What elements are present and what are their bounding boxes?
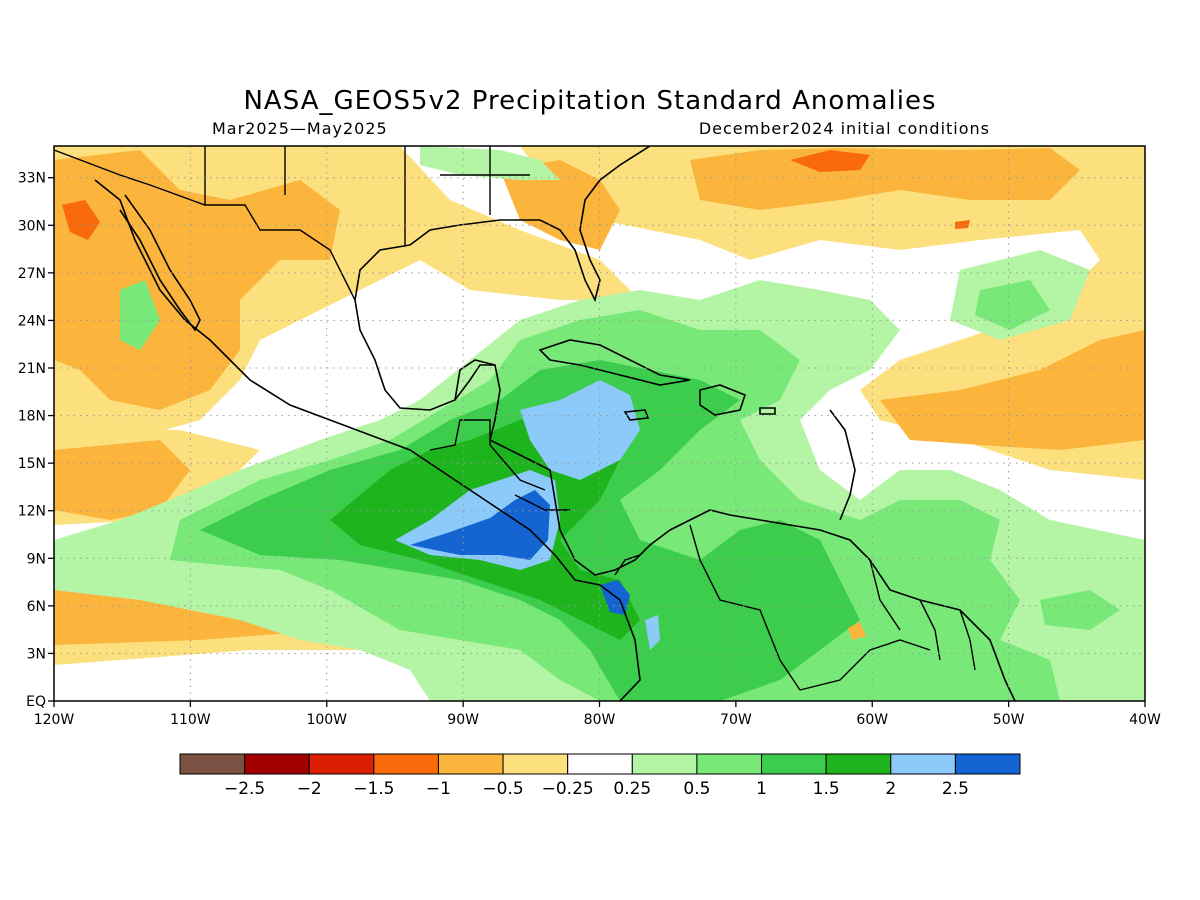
y-axis: EQ 3N 6N 9N 12N 15N 18N 21N 24N 27N 30N 33N [18,171,54,710]
coast-gulf-mexico-west [354,244,495,411]
colorbar-label: 1.5 [813,779,840,799]
colorbar-swatch [631,753,698,775]
coastlines [94,146,1016,701]
coast-lesser-antilles [829,409,856,521]
colorbar-label: −0.25 [542,779,594,799]
colorbar-swatch [502,753,569,775]
colorbar-label: 0.5 [683,779,710,799]
forecast-period: Mar2025—May2025 [212,119,388,138]
border-french-guiana [959,609,976,671]
colorbar-swatch [437,753,504,775]
anomaly-atlantic-dry-core-2 [880,330,1145,450]
y-tick-label: EQ [26,694,46,710]
y-tick-label: 30N [18,218,46,234]
border-venezuela-brazil [799,639,931,691]
anomaly-atlantic-wet-core [975,280,1050,330]
coast-colombia-venezuela [669,509,1016,701]
border-guatemala [429,419,491,451]
colorbar-swatch [179,753,246,775]
y-tick-label: 9N [27,551,46,567]
coast-yucatan [454,359,501,441]
anomaly-atlantic-strong [790,150,870,172]
borders [54,146,976,691]
border-nicaragua [514,494,570,511]
chart-title: NASA_GEOS5v2 Precipitation Standard Anom… [243,86,937,116]
coast-cuba [538,339,691,386]
colorbar-label: −1.5 [353,779,394,799]
y-tick-label: 3N [27,646,46,662]
grid [54,146,1145,701]
coast-south-america-north [599,584,641,701]
colorbar-label: −1 [426,779,451,799]
coast-hispaniola [699,384,746,416]
y-tick-label: 33N [18,171,46,187]
y-tick-label: 24N [18,313,46,329]
anomaly-se-usa-dry [500,160,620,250]
x-axis: 120W 110W 100W 90W 80W 70W 60W 50W 40W [34,701,1161,728]
y-tick-label: 6N [27,599,46,615]
border-guyana [869,559,901,631]
colorbar: −2.5 −2 −1.5 −1 −0.5 −0.25 0.25 0.5 1 1.5 2 2.5 [179,753,1021,799]
anomaly-baja-wet [120,280,160,350]
x-tick-label: 100W [306,712,347,728]
colorbar-swatch [890,753,956,775]
initial-conditions: December2024 initial conditions [698,119,990,138]
coast-gulf-north [409,146,651,303]
colorbar-swatch [373,753,439,775]
colorbar-label: 0.25 [613,779,651,799]
colorbar-swatch [244,753,310,775]
coast-jamaica [623,409,650,421]
coast-gulf-of-california [119,194,201,332]
x-tick-label: 70W [720,712,752,728]
border-suriname [919,599,941,661]
colorbar-swatch [696,753,763,775]
anomaly-atlantic-dry-core [690,148,1080,210]
border-panama-colombia [614,554,641,576]
colorbar-label: 2 [885,779,896,799]
anomaly-field [54,146,1145,701]
anomaly-guianas-dry [848,622,866,640]
y-tick-label: 12N [18,504,46,520]
colorbar-label: −2 [297,779,322,799]
anomaly-pacific-dry-core [54,440,190,520]
colorbar-label: −0.5 [482,779,523,799]
x-tick-label: 50W [993,712,1025,728]
colorbar-label: −2.5 [224,779,265,799]
coast-puerto-rico [759,407,776,415]
x-tick-label: 60W [856,712,888,728]
y-tick-label: 18N [18,409,46,425]
coast-mexico-pacific [94,179,601,586]
anomaly-pacific-extreme [410,490,550,560]
border-colombia-venezuela [689,524,801,691]
anomaly-sonora-strong [62,200,100,240]
colorbar-swatch [308,753,375,775]
x-tick-label: 40W [1129,712,1161,728]
anomaly-atlantic-east-wet [1040,590,1120,630]
anomaly-atlantic-strong-2 [955,220,970,229]
colorbar-swatch [567,753,633,775]
y-tick-label: 15N [18,456,46,472]
colorbar-label: 1 [756,779,767,799]
colorbar-swatch [825,753,892,775]
colorbar-swatch [761,753,827,775]
y-tick-label: 27N [18,266,46,282]
anomaly-colombia-very-wet [645,615,660,650]
y-tick-label: 21N [18,361,46,377]
border-us-mexico [54,149,356,301]
x-tick-label: 80W [584,712,616,728]
colorbar-label: 2.5 [942,779,969,799]
anomaly-caribbean-very-wet [520,380,640,480]
x-tick-label: 120W [34,712,75,728]
x-tick-label: 110W [170,712,211,728]
x-tick-label: 90W [447,712,479,728]
colorbar-swatch [954,753,1021,775]
border-honduras [489,444,546,491]
